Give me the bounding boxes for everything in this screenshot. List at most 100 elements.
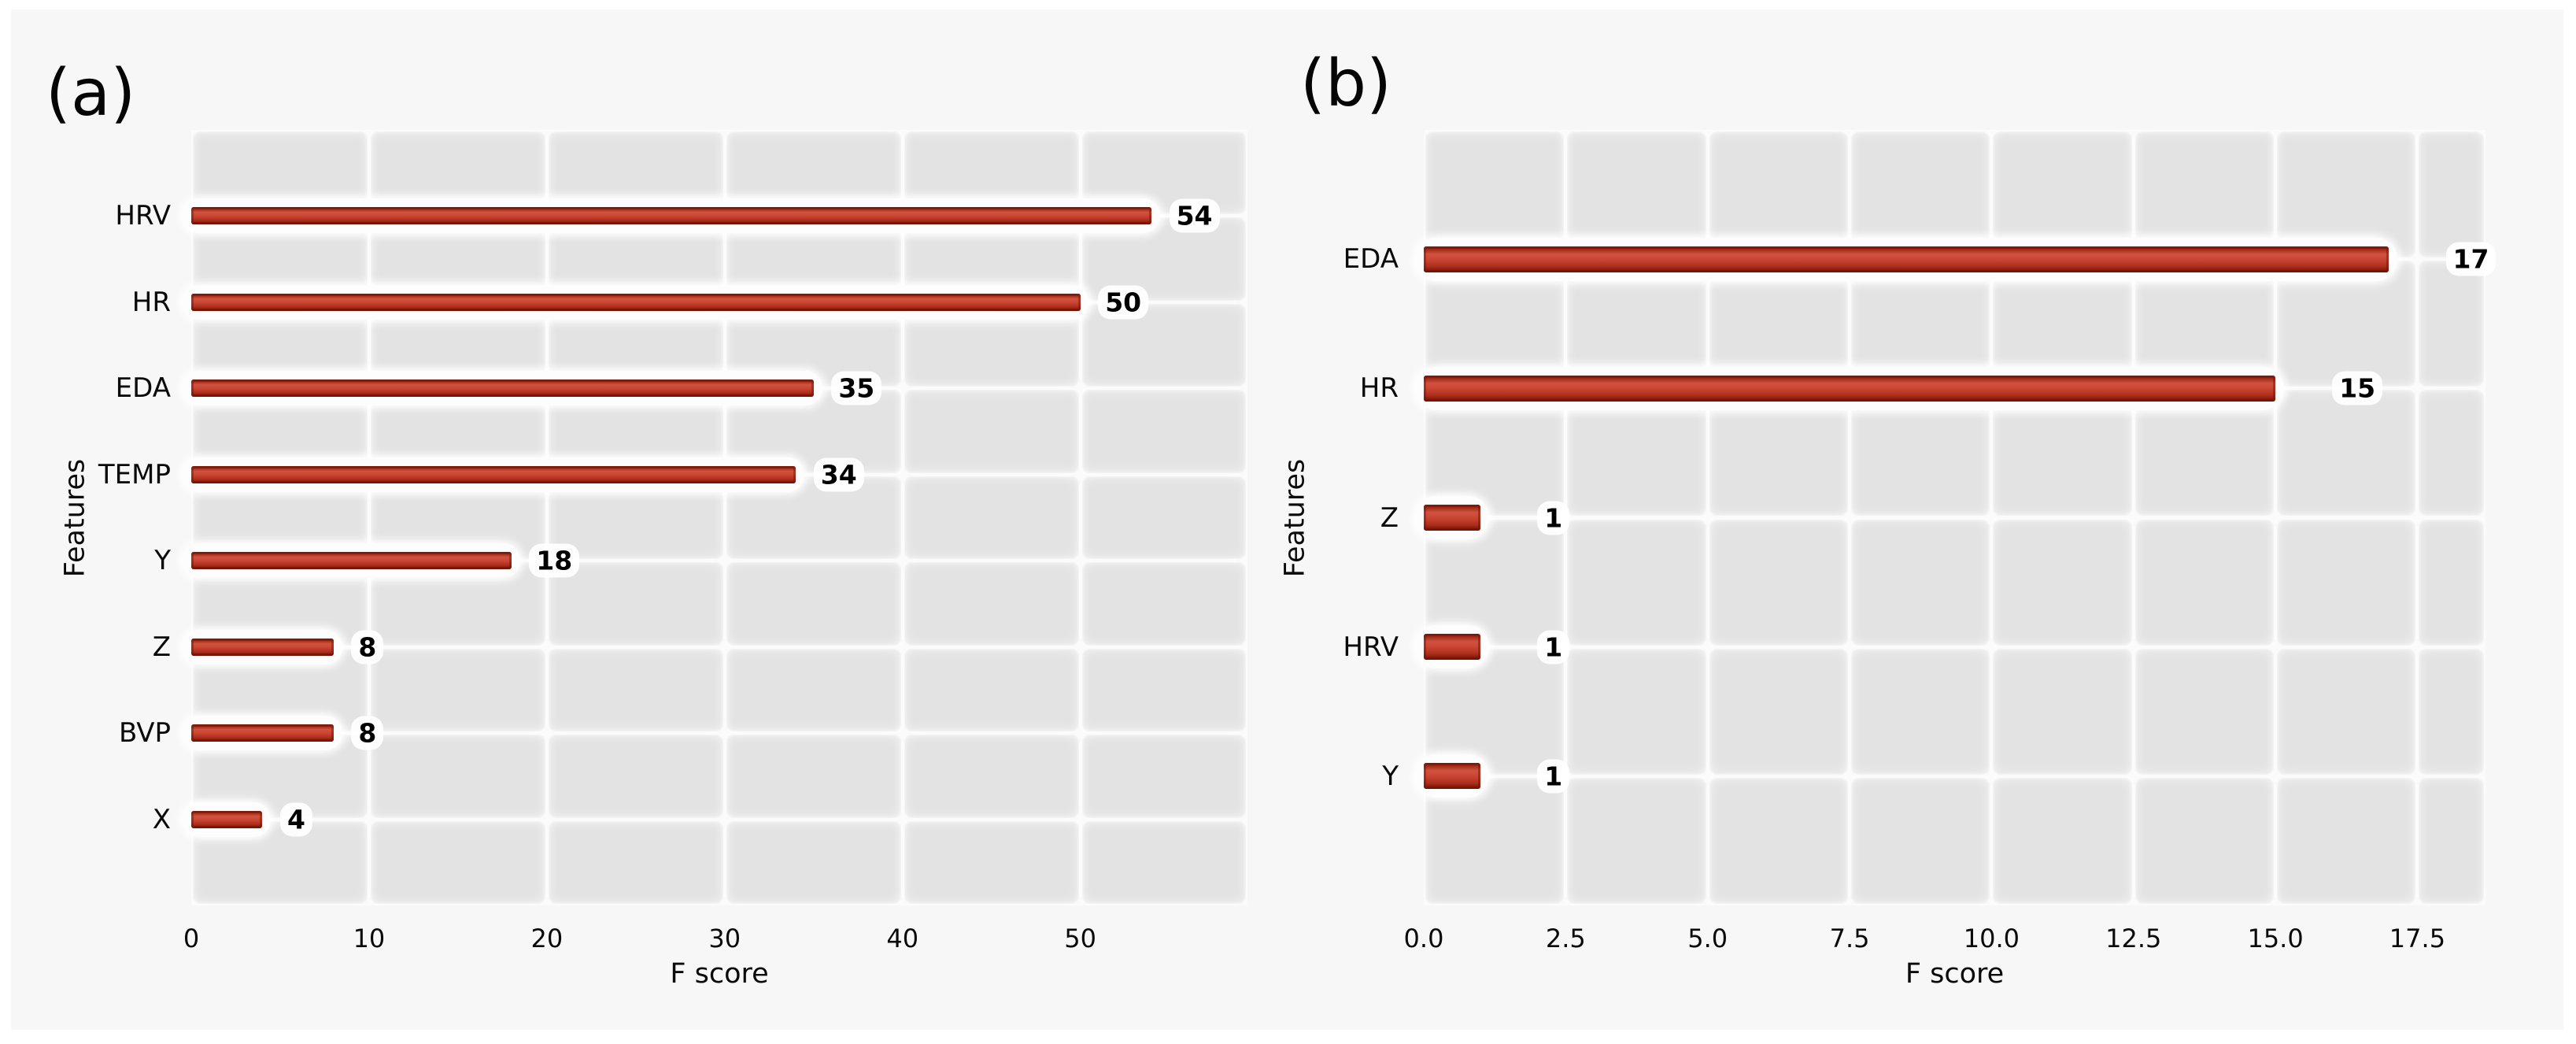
y-tick-label: Z <box>1380 502 1399 534</box>
grid-cell <box>726 562 901 646</box>
panel-a-x-axis-label: F score <box>670 958 769 990</box>
bar <box>191 465 796 483</box>
bar-value-label: 34 <box>813 457 864 492</box>
x-tick-label: 30 <box>708 924 741 953</box>
grid-cell <box>2134 131 2275 258</box>
grid-cell <box>1081 648 1246 732</box>
grid-cell <box>1425 261 1565 387</box>
grid-cell <box>1425 648 1565 775</box>
grid-cell <box>1851 131 1990 258</box>
grid-cell <box>1709 131 1849 258</box>
y-tick-label: HR <box>131 286 171 318</box>
grid-cell <box>904 735 1079 818</box>
grid-cell <box>2419 519 2484 646</box>
y-tick-label: EDA <box>115 372 171 405</box>
grid-cell <box>904 476 1079 560</box>
grid-cell <box>726 735 901 818</box>
y-tick-label: HRV <box>115 200 171 232</box>
bar <box>1424 246 2389 272</box>
grid-cell <box>370 648 545 732</box>
bar <box>191 207 1151 225</box>
grid-cell <box>548 820 723 904</box>
grid-cell <box>1851 390 1990 516</box>
grid-cell <box>548 735 723 818</box>
x-tick-label: 7.5 <box>1829 924 1870 953</box>
grid-cell <box>1567 131 1706 258</box>
grid-cell <box>1567 648 1706 775</box>
bar-value-label: 18 <box>529 543 580 578</box>
bar <box>1424 505 1481 531</box>
grid-cell <box>904 820 1079 904</box>
grid-cell <box>1851 261 1990 387</box>
grid-cell <box>1993 261 2132 387</box>
grid-cell <box>2419 390 2484 516</box>
grid-cell <box>2134 648 2275 775</box>
y-tick-label: TEMP <box>98 458 171 491</box>
grid-cell <box>2134 261 2275 387</box>
grid-cell <box>2134 519 2275 646</box>
grid-cell <box>904 390 1079 473</box>
grid-cell <box>2419 777 2484 904</box>
x-tick-label: 20 <box>530 924 564 953</box>
grid-cell <box>2277 390 2416 516</box>
bar-value-label: 8 <box>351 716 384 750</box>
bar-value-label: 1 <box>1537 630 1570 665</box>
grid-cell <box>1425 777 1565 904</box>
grid-cell <box>2277 777 2416 904</box>
panel-a-label: (a) <box>46 56 136 131</box>
x-tick-label: 12.5 <box>2105 924 2162 953</box>
bar-value-label: 1 <box>1537 759 1570 794</box>
x-tick-label: 17.5 <box>2389 924 2446 953</box>
grid-cell <box>1709 261 1849 387</box>
grid-cell <box>1081 390 1246 473</box>
grid-cell <box>904 648 1079 732</box>
grid-cell <box>1851 519 1990 646</box>
x-tick-label: 50 <box>1064 924 1096 953</box>
grid-cell <box>370 735 545 818</box>
grid-cell <box>370 820 545 904</box>
bar-value-label: 8 <box>351 630 384 665</box>
bar <box>191 724 334 742</box>
bar-value-label: 1 <box>1537 501 1570 535</box>
grid-cell <box>1851 648 1990 775</box>
grid-cell <box>2419 131 2484 258</box>
grid-cell <box>2134 390 2275 516</box>
grid-cell <box>548 648 723 732</box>
bar-value-label: 17 <box>2445 242 2497 276</box>
y-tick-label: Z <box>152 631 171 663</box>
x-tick-label: 40 <box>886 924 919 953</box>
grid-cell <box>2277 648 2416 775</box>
y-tick-label: EDA <box>1343 243 1399 276</box>
bar <box>191 552 512 570</box>
y-tick-label: HRV <box>1343 631 1399 663</box>
bar-value-label: 15 <box>2332 371 2383 405</box>
bar-value-label: 35 <box>831 371 882 405</box>
bar <box>191 810 263 828</box>
y-tick-label: HR <box>1359 372 1399 405</box>
bar <box>1424 375 2276 402</box>
grid-cell <box>1425 131 1565 258</box>
x-tick-label: 15.0 <box>2247 924 2304 953</box>
grid-cell <box>1081 735 1246 818</box>
grid-cell <box>1425 519 1565 646</box>
x-tick-label: 0.0 <box>1403 924 1444 953</box>
panel-a-plot-area: 54 HRV 50 HR 35 EDA 34 TEMP 18 Y 8 Z 8 BVP 4 X 0 10 20 30 40… <box>98 130 1247 951</box>
grid-cell <box>1081 476 1246 560</box>
grid-cell <box>1993 390 2132 516</box>
y-tick-label: Y <box>1382 760 1399 792</box>
grid-cell <box>1709 519 1849 646</box>
grid-cell <box>1081 820 1246 904</box>
y-tick-label: X <box>152 803 171 835</box>
grid-cell <box>548 562 723 646</box>
grid-cell <box>2277 261 2416 387</box>
bar-value-label: 4 <box>279 802 312 837</box>
grid-cell <box>1993 777 2132 904</box>
x-tick-label: 2.5 <box>1545 924 1586 953</box>
bar <box>191 379 814 398</box>
x-tick-label: 10 <box>353 924 386 953</box>
bar-value-label: 50 <box>1098 285 1149 320</box>
grid-cell <box>1709 390 1849 516</box>
grid-cell <box>2277 131 2416 258</box>
bar <box>191 638 334 656</box>
